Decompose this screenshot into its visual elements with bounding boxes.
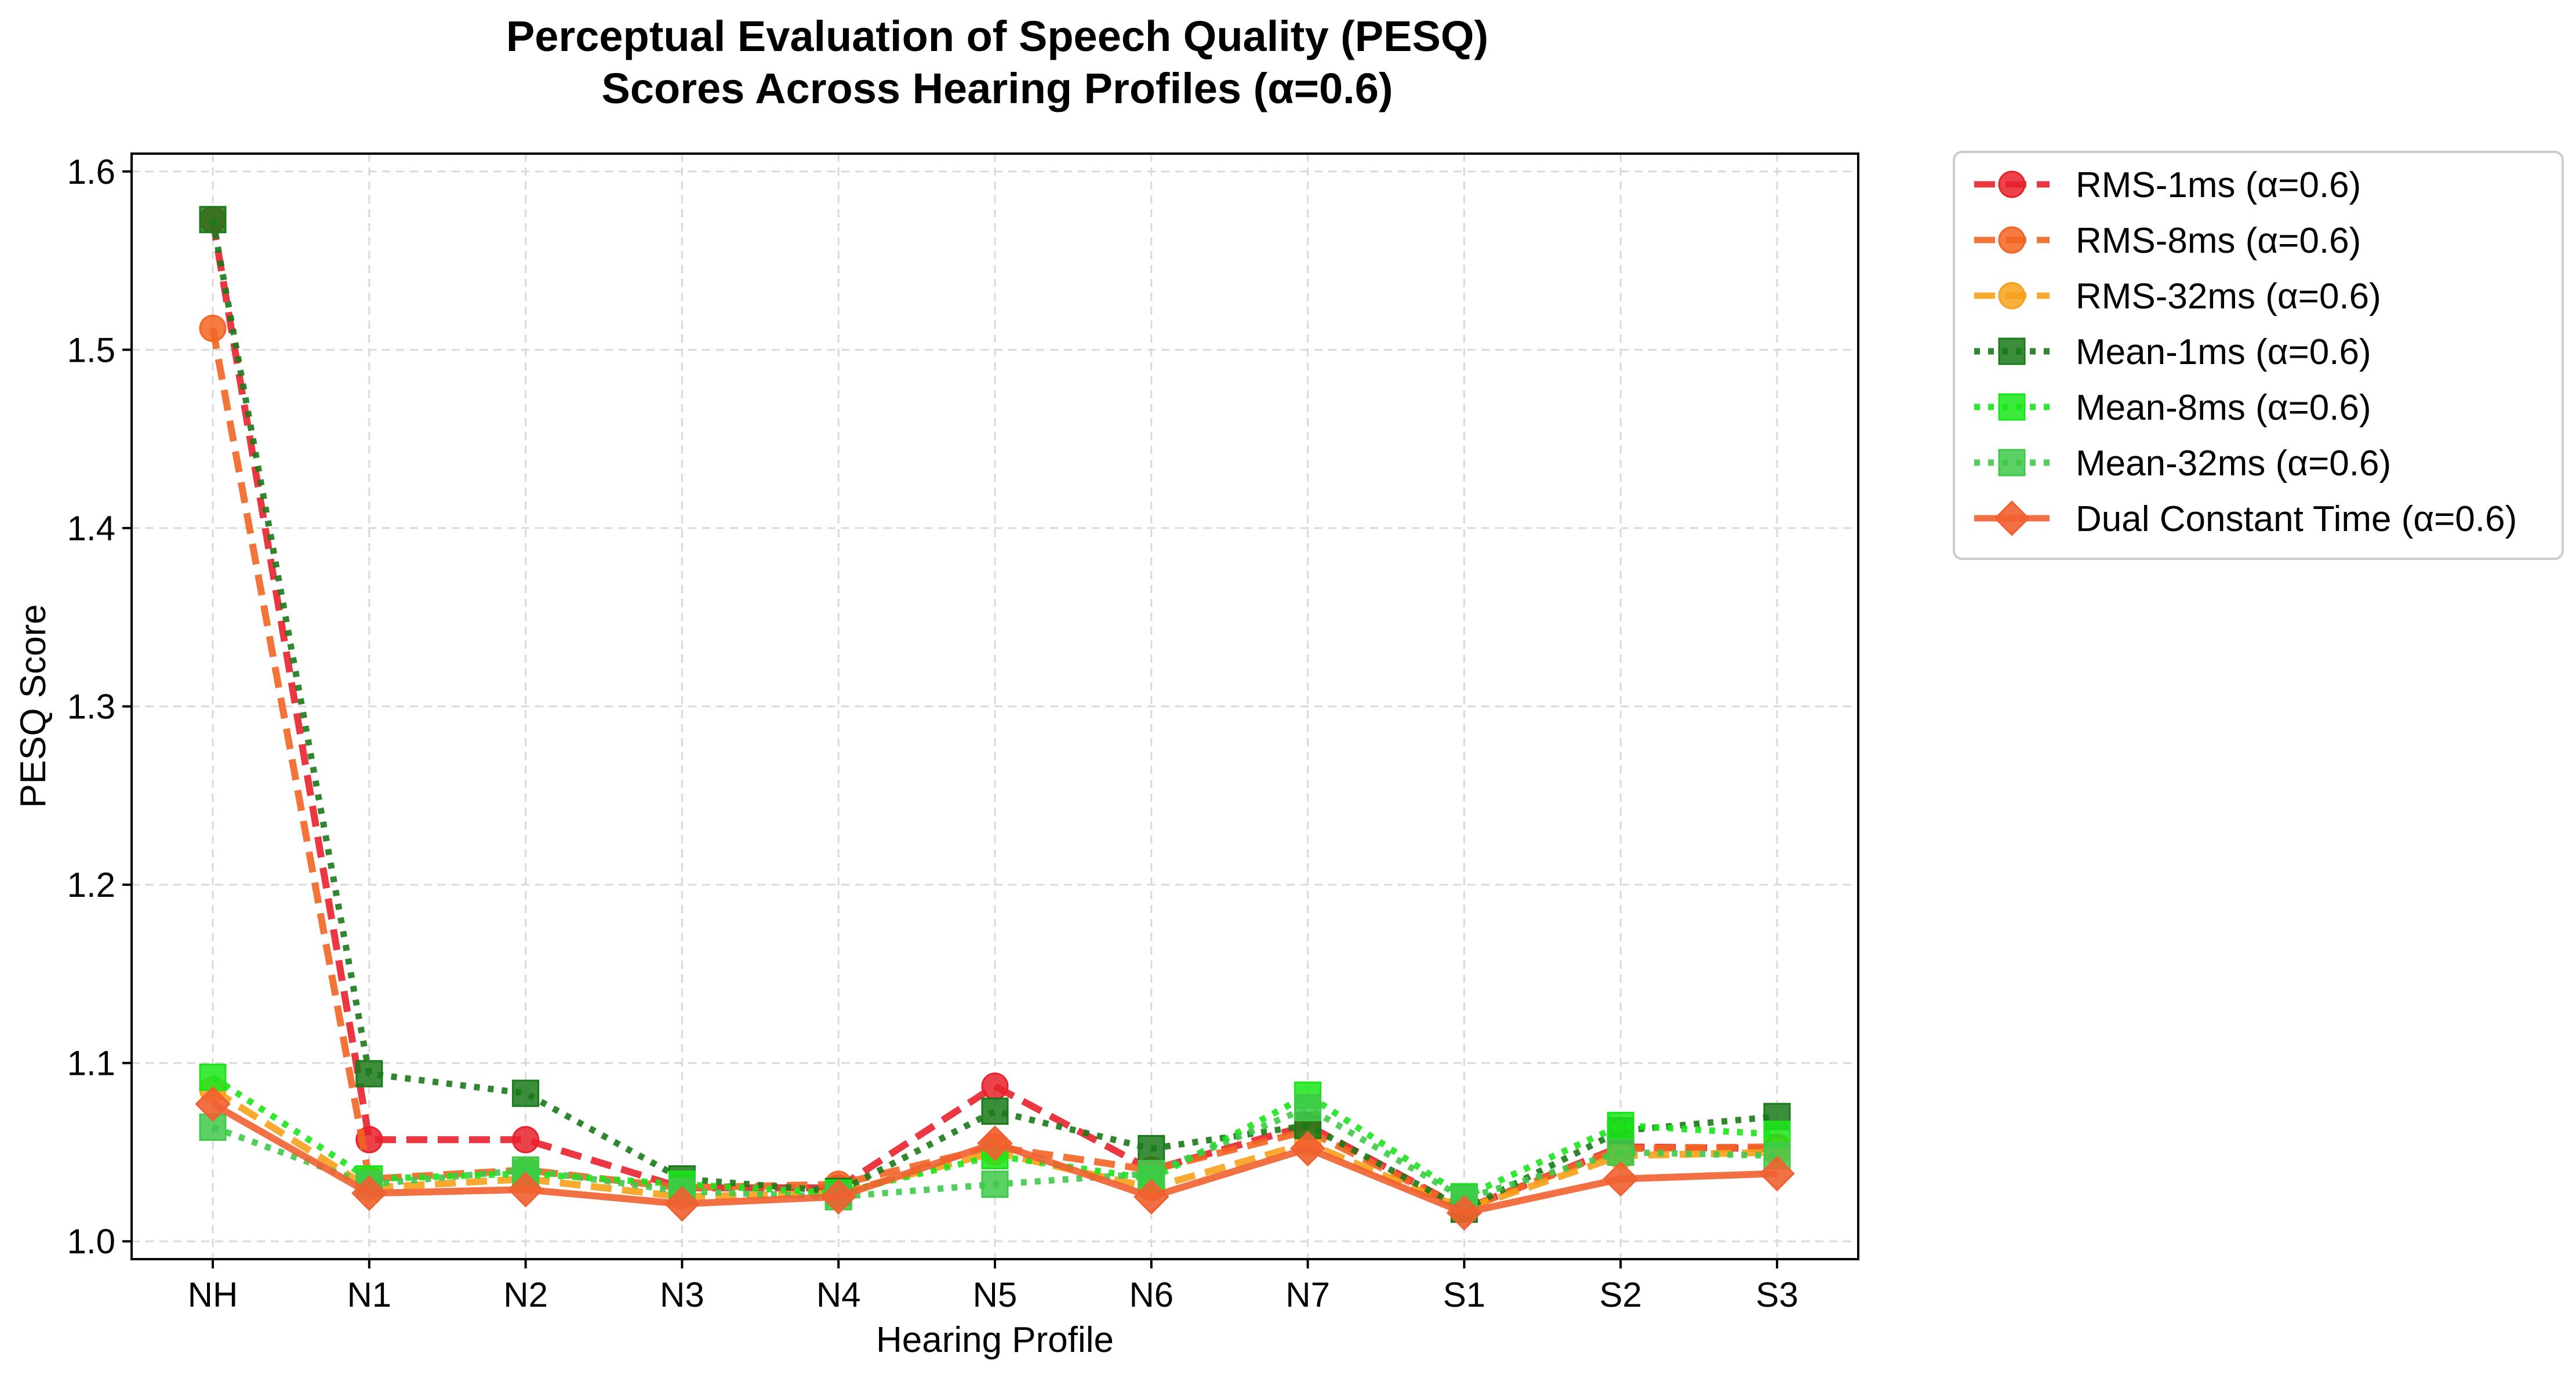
x-tick-label: N3 — [660, 1275, 704, 1314]
chart-title-line2: Scores Across Hearing Profiles (α=0.6) — [601, 64, 1393, 112]
data-point — [512, 1079, 540, 1107]
data-point — [820, 1179, 856, 1215]
y-tick-label: 1.4 — [67, 509, 115, 548]
legend-item-5: Mean-8ms (α=0.6) — [1974, 388, 2371, 428]
data-point — [199, 206, 227, 234]
data-point — [1138, 1135, 1165, 1162]
data-point — [664, 1186, 700, 1222]
data-point — [981, 1097, 1009, 1125]
data-point — [1138, 1159, 1165, 1187]
data-point — [981, 1170, 1009, 1198]
series-7 — [195, 1086, 1795, 1231]
legend-marker — [1998, 337, 2026, 365]
series-layer — [195, 206, 1795, 1231]
data-point — [1607, 1111, 1634, 1139]
x-tick-label: N5 — [973, 1275, 1018, 1314]
y-axis-label: PESQ Score — [13, 604, 53, 808]
legend-marker — [1998, 282, 2026, 310]
x-tick-label: NH — [188, 1275, 238, 1314]
x-tick-label: S1 — [1443, 1275, 1485, 1314]
data-point — [1289, 1130, 1326, 1167]
legend-marker — [1998, 393, 2026, 421]
legend-marker — [1998, 170, 2026, 198]
x-tick-label: S2 — [1600, 1275, 1642, 1314]
legend-item-7: Dual Constant Time (α=0.6) — [1974, 499, 2517, 539]
x-tick-label: N7 — [1285, 1275, 1330, 1314]
legend-item-1: RMS-1ms (α=0.6) — [1974, 165, 2361, 205]
data-point — [512, 1126, 540, 1154]
legend-marker — [1998, 449, 2026, 477]
legend-label: Mean-32ms (α=0.6) — [2076, 443, 2391, 483]
legend-marker — [1994, 500, 2030, 536]
data-point — [1446, 1195, 1483, 1231]
x-tick-label: N4 — [816, 1275, 861, 1314]
legend-item-3: RMS-32ms (α=0.6) — [1974, 277, 2381, 317]
legend-label: Mean-8ms (α=0.6) — [2076, 388, 2371, 428]
grid — [132, 154, 1858, 1259]
data-point — [355, 1060, 383, 1088]
y-tick-label: 1.6 — [67, 152, 115, 191]
y-tick-label: 1.0 — [67, 1222, 115, 1261]
data-point — [1603, 1161, 1638, 1197]
legend-label: RMS-8ms (α=0.6) — [2076, 221, 2361, 261]
y-tick-label: 1.3 — [67, 688, 115, 726]
data-point — [351, 1175, 387, 1211]
data-point — [1759, 1155, 1795, 1192]
data-point — [507, 1172, 544, 1208]
data-point — [1607, 1138, 1634, 1166]
data-point — [977, 1125, 1013, 1161]
legend-item-2: RMS-8ms (α=0.6) — [1974, 221, 2361, 261]
series-line — [209, 219, 1778, 1213]
x-tick-label: N2 — [503, 1275, 548, 1314]
series-line — [211, 1074, 1778, 1200]
legend-label: RMS-1ms (α=0.6) — [2076, 165, 2361, 205]
data-point — [195, 1086, 231, 1122]
y-tick-label: 1.5 — [67, 330, 115, 369]
x-axis-label: Hearing Profile — [876, 1320, 1114, 1360]
legend-label: Mean-1ms (α=0.6) — [2076, 332, 2371, 372]
x-tick-label: S3 — [1756, 1275, 1798, 1314]
legend: RMS-1ms (α=0.6) RMS-8ms (α=0.6) RMS-32ms (… — [1953, 151, 2564, 560]
y-tick-label: 1.1 — [67, 1044, 115, 1083]
data-point — [1133, 1179, 1169, 1215]
ticks: NH N1 N2 N3 N4 N5 N6 N7 S1 S2 S3 1.0 1.1 1.2 1.3 1.4 1.5… — [67, 152, 1799, 1314]
data-point — [1294, 1094, 1322, 1122]
legend-item-6: Mean-32ms (α=0.6) — [1974, 443, 2391, 483]
data-point — [981, 1072, 1009, 1100]
legend-box — [1953, 151, 2564, 560]
x-tick-label: N1 — [347, 1275, 391, 1314]
chart-title-line1: Perceptual Evaluation of Speech Quality … — [506, 12, 1488, 60]
data-point — [199, 1063, 227, 1091]
data-point — [199, 314, 227, 342]
y-tick-label: 1.2 — [67, 866, 115, 904]
legend-label: Dual Constant Time (α=0.6) — [2076, 499, 2517, 539]
x-tick-label: N6 — [1129, 1275, 1173, 1314]
legend-marker — [1998, 226, 2026, 254]
legend-item-4: Mean-1ms (α=0.6) — [1974, 332, 2371, 372]
legend-label: RMS-32ms (α=0.6) — [2076, 277, 2381, 317]
